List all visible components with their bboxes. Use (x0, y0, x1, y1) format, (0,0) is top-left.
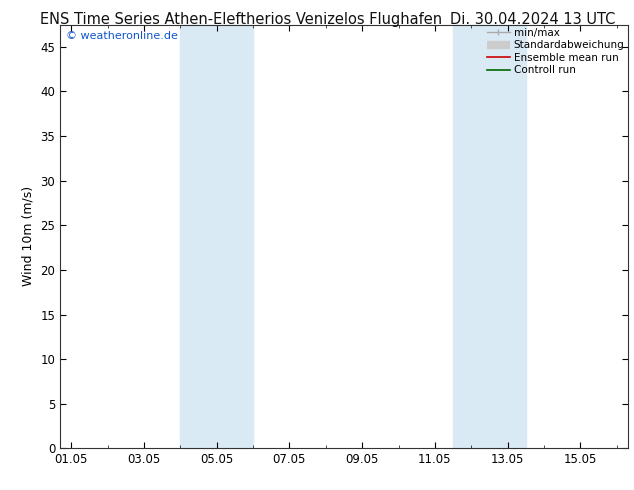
Y-axis label: Wind 10m (m/s): Wind 10m (m/s) (22, 186, 35, 287)
Bar (180, 24, 253, 448)
Legend: min/max, Standardabweichung, Ensemble mean run, Controll run: min/max, Standardabweichung, Ensemble me… (484, 25, 626, 77)
Text: Di. 30.04.2024 13 UTC: Di. 30.04.2024 13 UTC (450, 12, 615, 27)
Text: ENS Time Series Athen-Eleftherios Venizelos Flughafen: ENS Time Series Athen-Eleftherios Venize… (40, 12, 442, 27)
Bar (453, 24, 526, 448)
Text: © weatheronline.de: © weatheronline.de (66, 31, 178, 41)
